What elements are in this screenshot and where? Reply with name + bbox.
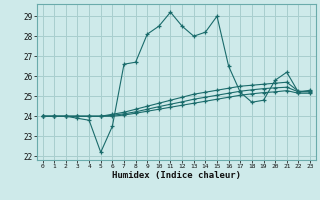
X-axis label: Humidex (Indice chaleur): Humidex (Indice chaleur) [112,171,241,180]
